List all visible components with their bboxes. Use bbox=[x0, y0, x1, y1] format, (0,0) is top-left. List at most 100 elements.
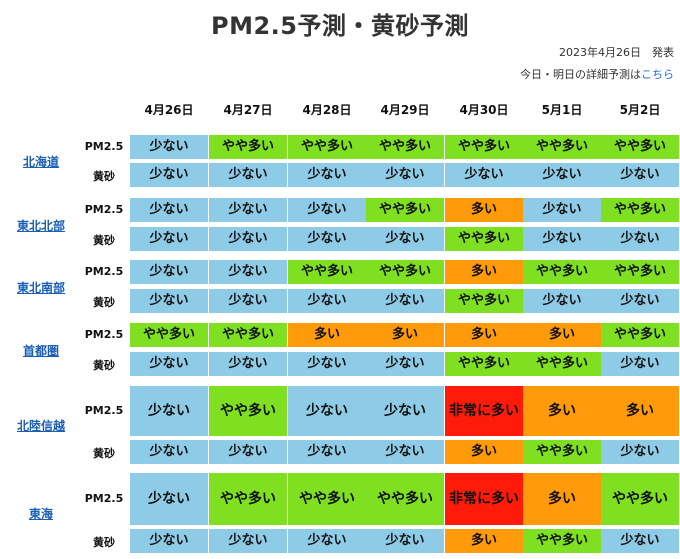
date-header: 4月30日 bbox=[459, 103, 509, 117]
detail-forecast-link[interactable]: こちら bbox=[641, 68, 674, 81]
pm25-forecast-cell: 少ない bbox=[130, 260, 208, 284]
pm25-forecast-cell: やや多い bbox=[523, 135, 601, 159]
pm25-forecast-cell: 少ない bbox=[209, 260, 287, 284]
pm25-forecast-cell: 少ない bbox=[523, 198, 601, 222]
dust-forecast-cell: 多い bbox=[445, 529, 523, 553]
pm25-forecast-cell: 少ない bbox=[366, 386, 444, 436]
pm25-forecast-cell: やや多い bbox=[601, 198, 679, 222]
dust-forecast-cell: 少ない bbox=[209, 163, 287, 187]
pm25-forecast-cell: やや多い bbox=[366, 473, 444, 525]
dust-forecast-cell: 少ない bbox=[601, 227, 679, 251]
pm25-forecast-cell: 多い bbox=[445, 323, 523, 347]
pm25-row-label: PM2.5 bbox=[84, 404, 124, 417]
pm25-forecast-cell: 非常に多い bbox=[445, 386, 523, 436]
dust-forecast-cell: 少ない bbox=[601, 289, 679, 313]
detail-forecast-note: 今日・明日の詳細予測はこちら bbox=[520, 66, 674, 82]
dust-forecast-cell: やや多い bbox=[445, 227, 523, 251]
dust-forecast-cell: 多い bbox=[445, 440, 523, 464]
pm25-forecast-cell: やや多い bbox=[209, 135, 287, 159]
pm25-forecast-cell: 多い bbox=[445, 260, 523, 284]
pm25-row-label: PM2.5 bbox=[84, 140, 124, 153]
pm25-forecast-cell: 少ない bbox=[209, 198, 287, 222]
date-header: 5月1日 bbox=[541, 103, 583, 117]
dust-forecast-cell: 少ない bbox=[601, 529, 679, 553]
dust-forecast-cell: 少ない bbox=[523, 227, 601, 251]
dust-forecast-cell: 少ない bbox=[130, 440, 208, 464]
region-link[interactable]: 首都圏 bbox=[22, 344, 59, 358]
dust-forecast-cell: やや多い bbox=[445, 352, 523, 376]
region-link[interactable]: 東海 bbox=[28, 507, 53, 521]
page-title: PM2.5予測・黄砂予測 bbox=[211, 12, 469, 40]
pm25-forecast-cell: やや多い bbox=[601, 473, 679, 525]
pm25-forecast-cell: やや多い bbox=[523, 260, 601, 284]
dust-forecast-cell: 少ない bbox=[130, 163, 208, 187]
pm25-forecast-cell: やや多い bbox=[288, 473, 366, 525]
pm25-forecast-cell: 少ない bbox=[130, 473, 208, 525]
dust-forecast-cell: 少ない bbox=[366, 289, 444, 313]
pm25-row-label: PM2.5 bbox=[84, 203, 124, 216]
dust-forecast-cell: やや多い bbox=[523, 352, 601, 376]
date-header: 4月29日 bbox=[380, 103, 430, 117]
pm25-forecast-cell: 多い bbox=[366, 323, 444, 347]
dust-forecast-cell: やや多い bbox=[523, 440, 601, 464]
dust-forecast-cell: 少ない bbox=[523, 289, 601, 313]
pm25-row-label: PM2.5 bbox=[84, 328, 124, 341]
pm25-row-label: PM2.5 bbox=[84, 492, 124, 505]
pm25-forecast-cell: やや多い bbox=[601, 260, 679, 284]
dust-row-label: 黄砂 bbox=[93, 296, 115, 309]
dust-forecast-cell: やや多い bbox=[523, 529, 601, 553]
pm25-forecast-cell: やや多い bbox=[209, 386, 287, 436]
dust-forecast-cell: 少ない bbox=[601, 440, 679, 464]
dust-forecast-cell: 少ない bbox=[288, 352, 366, 376]
dust-forecast-cell: やや多い bbox=[445, 289, 523, 313]
region-link[interactable]: 東北南部 bbox=[16, 281, 65, 295]
dust-row-label: 黄砂 bbox=[93, 234, 115, 247]
dust-forecast-cell: 少ない bbox=[288, 227, 366, 251]
announcement-date: 2023年4月26日 発表 bbox=[559, 46, 674, 59]
pm25-forecast-cell: やや多い bbox=[601, 323, 679, 347]
dust-row-label: 黄砂 bbox=[93, 170, 115, 183]
region-link[interactable]: 北陸信越 bbox=[16, 419, 65, 433]
dust-row-label: 黄砂 bbox=[93, 447, 115, 460]
dust-row-label: 黄砂 bbox=[93, 536, 115, 549]
dust-forecast-cell: 少ない bbox=[209, 440, 287, 464]
dust-forecast-cell: 少ない bbox=[209, 227, 287, 251]
pm25-forecast-cell: 多い bbox=[523, 386, 601, 436]
date-header: 4月28日 bbox=[302, 103, 352, 117]
dust-forecast-cell: 少ない bbox=[209, 352, 287, 376]
dust-forecast-cell: 少ない bbox=[288, 529, 366, 553]
dust-forecast-cell: 少ない bbox=[130, 289, 208, 313]
pm25-forecast-cell: やや多い bbox=[366, 260, 444, 284]
dust-forecast-cell: 少ない bbox=[366, 163, 444, 187]
dust-forecast-cell: 少ない bbox=[130, 227, 208, 251]
pm25-forecast-cell: やや多い bbox=[366, 135, 444, 159]
region-link[interactable]: 北海道 bbox=[22, 155, 59, 169]
dust-forecast-cell: 少ない bbox=[288, 163, 366, 187]
date-header: 4月26日 bbox=[144, 103, 194, 117]
dust-forecast-cell: 少ない bbox=[130, 352, 208, 376]
region-link[interactable]: 東北北部 bbox=[16, 219, 65, 233]
pm25-forecast-cell: 少ない bbox=[288, 386, 366, 436]
pm25-forecast-cell: やや多い bbox=[209, 473, 287, 525]
dust-forecast-cell: 少ない bbox=[366, 352, 444, 376]
pm25-forecast-cell: やや多い bbox=[209, 323, 287, 347]
pm25-forecast-cell: 多い bbox=[445, 198, 523, 222]
detail-forecast-text: 今日・明日の詳細予測は bbox=[520, 68, 641, 81]
pm25-forecast-cell: 多い bbox=[288, 323, 366, 347]
dust-forecast-cell: 少ない bbox=[601, 352, 679, 376]
pm25-forecast-cell: やや多い bbox=[601, 135, 679, 159]
pm25-forecast-cell: 多い bbox=[523, 323, 601, 347]
date-header: 5月2日 bbox=[619, 103, 661, 117]
dust-forecast-cell: 少ない bbox=[288, 289, 366, 313]
pm25-forecast-cell: やや多い bbox=[288, 135, 366, 159]
pm25-forecast-cell: 少ない bbox=[288, 198, 366, 222]
dust-forecast-cell: 少ない bbox=[366, 227, 444, 251]
dust-forecast-cell: 少ない bbox=[209, 289, 287, 313]
pm25-forecast-cell: 多い bbox=[601, 386, 679, 436]
pm25-forecast-cell: やや多い bbox=[130, 323, 208, 347]
dust-forecast-cell: 少ない bbox=[288, 440, 366, 464]
pm25-forecast-cell: やや多い bbox=[366, 198, 444, 222]
dust-forecast-cell: 少ない bbox=[130, 529, 208, 553]
pm25-forecast-cell: 少ない bbox=[130, 198, 208, 222]
pm25-forecast-cell: 少ない bbox=[130, 135, 208, 159]
